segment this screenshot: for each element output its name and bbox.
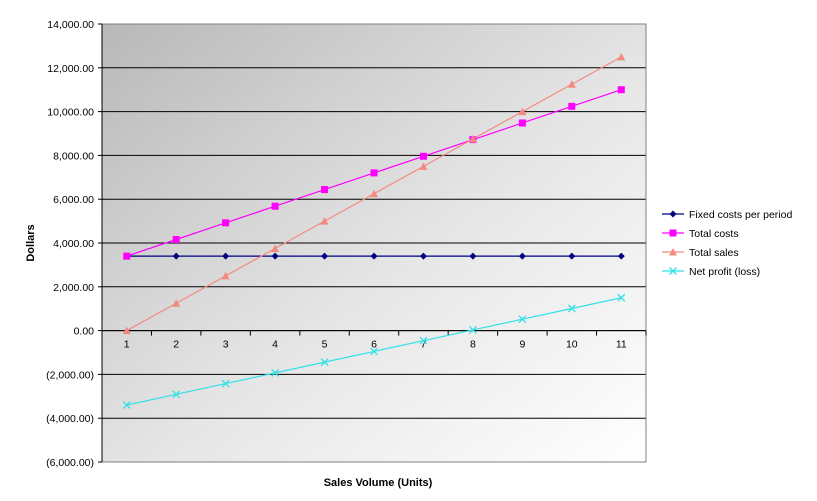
x-tick-label: 8 (470, 339, 476, 351)
data-point (518, 107, 527, 116)
y-tick-label: 12,000.00 (47, 63, 94, 75)
y-tick-label: 2,000.00 (53, 282, 94, 294)
data-point (221, 379, 230, 388)
data-point (617, 52, 626, 61)
y-tick-label: (6,000.00) (46, 457, 94, 469)
data-point (669, 210, 677, 218)
data-point (617, 86, 625, 94)
data-point (468, 325, 477, 334)
data-point (617, 293, 626, 302)
y-tick-label: 10,000.00 (47, 107, 94, 119)
y-tick-label: 6,000.00 (53, 194, 94, 206)
gridlines (101, 23, 647, 463)
data-point (172, 299, 181, 307)
data-point (669, 229, 677, 237)
data-point (370, 189, 378, 198)
data-point (370, 169, 378, 177)
data-point (469, 252, 477, 260)
data-point (271, 244, 280, 252)
data-point (271, 202, 279, 210)
data-point (568, 252, 576, 260)
x-tick-label: 5 (322, 339, 328, 351)
series-fixed-costs-per-period (123, 252, 625, 260)
data-point (617, 252, 625, 260)
y-tick-label: (2,000.00) (46, 369, 94, 381)
data-point (172, 235, 180, 243)
data-point (568, 102, 576, 110)
data-point (419, 152, 427, 160)
data-point (222, 252, 230, 260)
x-tick-label: 9 (519, 339, 525, 351)
y-tick-label: 8,000.00 (53, 150, 94, 162)
data-point (172, 390, 181, 399)
legend-label: Total sales (689, 247, 739, 259)
data-point (567, 304, 576, 313)
y-tick-label: 14,000.00 (47, 19, 94, 31)
series-group (122, 52, 626, 410)
data-point (221, 271, 230, 280)
data-point (271, 368, 280, 377)
data-point (222, 219, 230, 227)
x-tick-label: 3 (223, 339, 229, 351)
x-tick-label: 4 (272, 339, 278, 351)
legend-item: Fixed costs per period (662, 209, 792, 221)
data-point (419, 252, 427, 260)
x-axis-ticks: 1 2 3 4 5 6 7 8 9 10 11 (101, 330, 647, 351)
data-point (567, 80, 576, 88)
data-point (321, 252, 329, 260)
y-axis-ticks: (6,000.00) (4,000.00) (2,000.00) 0.00 2,000.… (46, 19, 103, 469)
x-tick-label: 11 (616, 339, 627, 351)
data-point (518, 119, 526, 127)
data-point (123, 252, 131, 260)
data-point (122, 401, 131, 410)
x-axis-title: Sales Volume (Units) (324, 477, 433, 489)
data-point (419, 336, 428, 345)
data-point (669, 248, 677, 256)
data-point (669, 267, 677, 275)
data-point (122, 326, 131, 335)
legend-item: Total costs (662, 228, 739, 240)
legend-label: Net profit (loss) (689, 266, 760, 278)
data-point (419, 162, 428, 170)
y-tick-label: 4,000.00 (53, 238, 94, 250)
series-total-sales (122, 52, 626, 335)
x-tick-label: 2 (173, 339, 179, 351)
legend: Fixed costs per period Total costs Total s… (662, 209, 792, 278)
data-point (320, 358, 329, 367)
y-tick-label: 0.00 (74, 326, 95, 338)
legend-item: Total sales (662, 247, 739, 259)
y-tick-label: (4,000.00) (46, 413, 94, 425)
data-point (370, 347, 378, 356)
x-tick-label: 10 (566, 339, 578, 351)
data-point (468, 134, 477, 143)
legend-item: Net profit (loss) (662, 266, 760, 278)
data-point (320, 217, 329, 225)
data-point (518, 252, 526, 260)
x-tick-label: 1 (124, 339, 130, 351)
data-point (518, 315, 527, 324)
data-point (370, 252, 378, 260)
series-net-profit-loss (122, 293, 626, 410)
data-point (271, 252, 279, 260)
x-tick-label: 6 (371, 339, 377, 351)
x-tick-label: 7 (421, 339, 427, 351)
legend-label: Fixed costs per period (689, 209, 792, 221)
data-point (172, 252, 180, 260)
y-axis-title: Dollars (25, 224, 37, 261)
legend-label: Total costs (689, 228, 739, 240)
data-point (321, 186, 329, 194)
